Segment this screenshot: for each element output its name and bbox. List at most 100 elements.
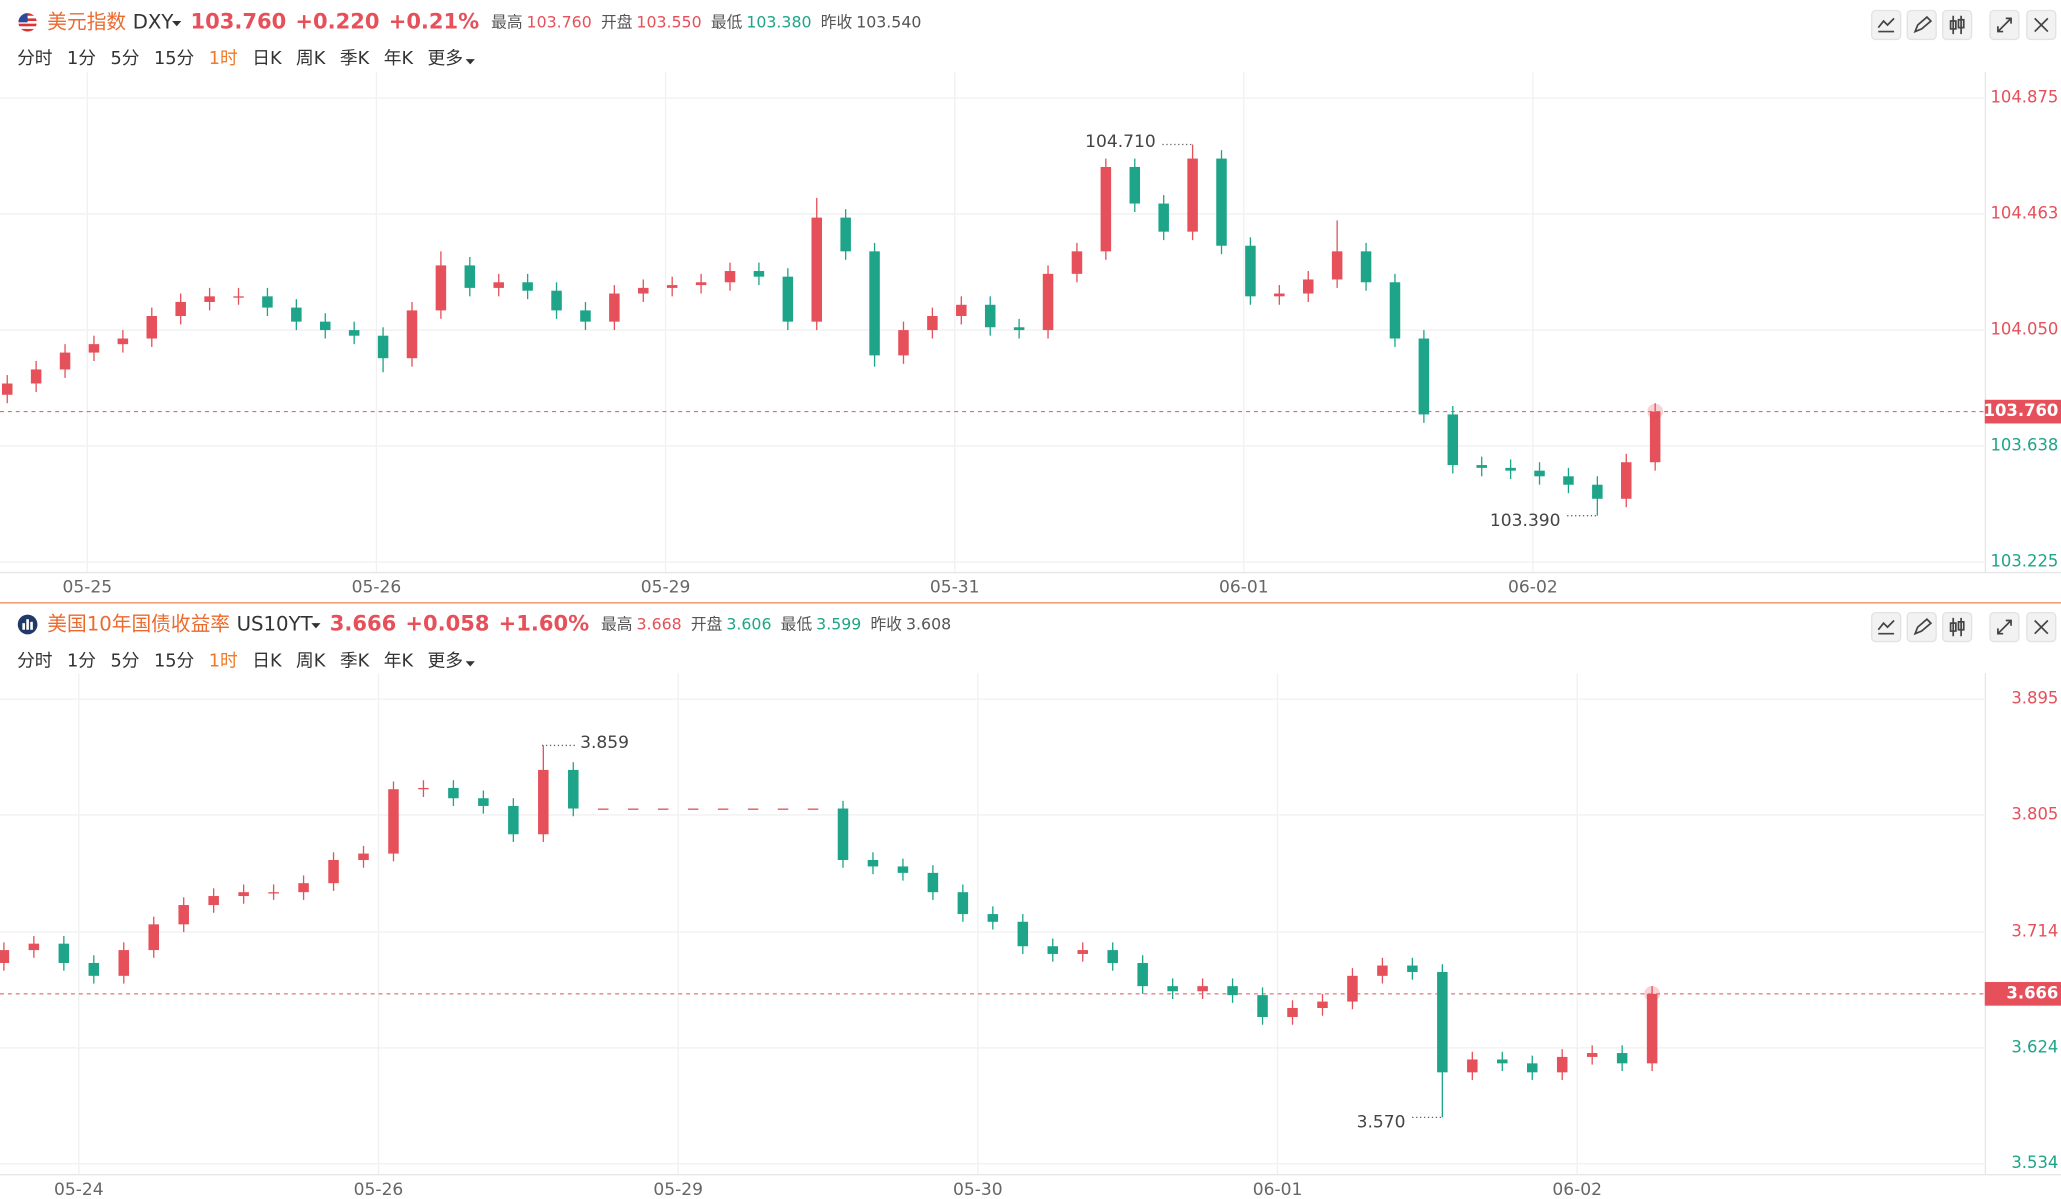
candle-body bbox=[807, 808, 819, 810]
quote-line: 103.760 +0.220 +0.21% 最高 103.760 开盘 103.550 最低 1… bbox=[191, 8, 922, 33]
tool-button[interactable] bbox=[2026, 611, 2057, 643]
change-percent: +1.60% bbox=[499, 610, 590, 635]
more-arrow[interactable] bbox=[465, 59, 475, 65]
change: +0.058 bbox=[405, 610, 489, 635]
tool-button[interactable] bbox=[1989, 9, 2020, 41]
tool-icon bbox=[1913, 618, 1933, 636]
period-tab[interactable]: 年K bbox=[384, 650, 414, 671]
stat-value: 3.608 bbox=[906, 614, 951, 633]
tool-button[interactable] bbox=[1871, 611, 1902, 643]
candle-body bbox=[1586, 1053, 1598, 1057]
period-tab[interactable]: 周K bbox=[296, 49, 326, 69]
tool-icon bbox=[2034, 17, 2049, 33]
period-tab[interactable]: 季K bbox=[340, 48, 370, 69]
candle-body bbox=[1418, 338, 1430, 415]
candle-body bbox=[508, 805, 519, 835]
candle-body bbox=[0, 950, 10, 963]
tool-icon bbox=[1877, 17, 1895, 33]
stat-label: 开盘 bbox=[601, 12, 633, 31]
tool-button[interactable] bbox=[2026, 9, 2057, 41]
stat-value: 103.380 bbox=[746, 12, 811, 31]
candle-body bbox=[1257, 995, 1268, 1018]
candle-body bbox=[28, 943, 40, 951]
last-price-box bbox=[1984, 982, 2061, 1006]
period-tab[interactable]: 周K bbox=[296, 651, 326, 671]
period-tab[interactable]: 15分 bbox=[154, 48, 195, 69]
period-tab[interactable]: 分时 bbox=[17, 48, 53, 69]
period-tab[interactable]: 日K bbox=[252, 49, 282, 69]
y-tick-label: 104.875 bbox=[1990, 88, 2058, 107]
candle-body bbox=[262, 296, 273, 308]
candle-body bbox=[1317, 1001, 1328, 1009]
candle-body bbox=[538, 769, 549, 835]
last-price-label: 3.666 bbox=[2006, 983, 2058, 1002]
x-tick-label: 06-02 bbox=[1552, 1180, 1602, 1199]
tool-button[interactable] bbox=[1942, 611, 1973, 643]
tool-button-bg bbox=[1942, 9, 1973, 41]
candle-body bbox=[666, 285, 678, 288]
candle-body bbox=[388, 789, 399, 854]
period-tab[interactable]: 更多 bbox=[428, 48, 463, 69]
tool-button[interactable] bbox=[1871, 9, 1902, 41]
candle-body bbox=[609, 293, 620, 322]
period-tab[interactable]: 年K bbox=[384, 48, 414, 69]
candle-body bbox=[638, 287, 649, 294]
tool-button[interactable] bbox=[1942, 9, 1973, 41]
tool-icon bbox=[1949, 15, 1965, 35]
candle-body bbox=[1, 383, 13, 395]
candle-body bbox=[493, 282, 504, 288]
candle-body bbox=[435, 265, 447, 311]
tool-button[interactable] bbox=[1906, 611, 1937, 643]
dropdown-arrow[interactable] bbox=[311, 623, 321, 629]
period-tab[interactable]: 5分 bbox=[110, 650, 139, 671]
candle-body bbox=[1505, 467, 1516, 471]
more-arrow[interactable] bbox=[465, 661, 475, 667]
x-tick-label: 05-31 bbox=[930, 578, 980, 598]
tool-button-bg bbox=[1871, 9, 1902, 41]
candle-body bbox=[987, 914, 999, 922]
candle-body bbox=[1245, 245, 1256, 297]
period-tab[interactable]: 更多 bbox=[428, 650, 463, 671]
period-tab[interactable]: 15分 bbox=[154, 650, 195, 671]
stat-value: 3.599 bbox=[816, 614, 861, 633]
period-tab[interactable]: 季K bbox=[340, 650, 370, 671]
candle-body bbox=[1216, 158, 1227, 246]
candle-body bbox=[1302, 279, 1314, 294]
period-tab[interactable]: 日K bbox=[252, 651, 282, 671]
period-tab[interactable]: 1分 bbox=[67, 650, 96, 671]
change: +0.220 bbox=[295, 8, 379, 33]
candle-body bbox=[1137, 962, 1148, 987]
x-tick-label: 05-24 bbox=[54, 1180, 104, 1199]
stat-value: 103.550 bbox=[636, 12, 701, 31]
period-tab[interactable]: 1时 bbox=[209, 650, 238, 671]
candle-body bbox=[897, 866, 909, 873]
price: 103.760 bbox=[191, 8, 287, 33]
candle-body bbox=[298, 883, 309, 893]
period-tab[interactable]: 5分 bbox=[110, 48, 139, 69]
period-tab[interactable]: 1分 bbox=[67, 48, 96, 69]
candle-body bbox=[1592, 484, 1603, 499]
candle-body bbox=[1389, 282, 1401, 339]
period-tab[interactable]: 分时 bbox=[17, 650, 53, 671]
last-price-label: 103.760 bbox=[1984, 401, 2059, 420]
candle-body bbox=[840, 217, 851, 252]
dropdown-arrow[interactable] bbox=[172, 21, 182, 27]
y-tick-label: 3.895 bbox=[2011, 689, 2058, 708]
candle-body bbox=[178, 905, 189, 925]
tool-button[interactable] bbox=[1906, 9, 1937, 41]
extreme-label: 3.570 bbox=[1357, 1113, 1406, 1133]
candle-body bbox=[1227, 986, 1238, 996]
candle-body bbox=[448, 787, 459, 799]
candle-body bbox=[657, 808, 669, 810]
candle-body bbox=[1556, 1056, 1568, 1073]
x-tick-label: 05-26 bbox=[354, 1180, 404, 1199]
candle-body bbox=[1347, 975, 1358, 1002]
tool-button[interactable] bbox=[1989, 611, 2020, 643]
stat-label: 最低 bbox=[781, 614, 813, 633]
period-tab[interactable]: 1时 bbox=[209, 48, 238, 69]
candle-body bbox=[724, 271, 736, 283]
stat-label: 最低 bbox=[711, 12, 743, 31]
candle-body bbox=[1526, 1063, 1538, 1073]
candle-body bbox=[348, 330, 360, 336]
